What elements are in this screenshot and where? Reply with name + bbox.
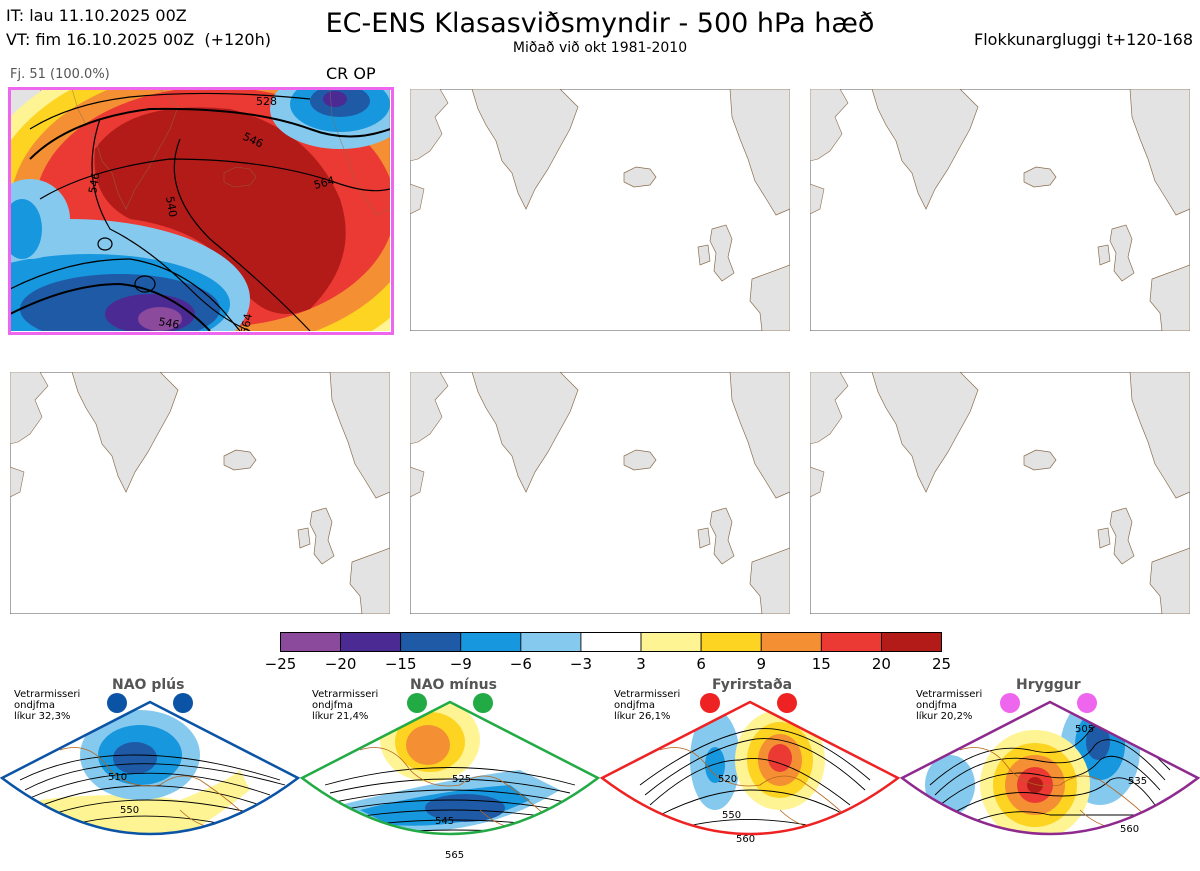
colorbar-cell: [881, 632, 942, 652]
page-subtitle: Miðað við okt 1981-2010: [512, 40, 688, 56]
colorbar: [280, 632, 942, 652]
header-times: IT: lau 11.10.2025 00Z VT: fim 16.10.202…: [6, 4, 271, 52]
colorbar-cell: [400, 632, 462, 652]
colorbar-cell: [760, 632, 822, 652]
regime-contour-label: 545: [435, 816, 454, 827]
colorbar-tick-label: 20: [871, 655, 891, 673]
regime-contour-label: 505: [1075, 724, 1094, 735]
cluster-type-label: CR OP: [326, 64, 376, 83]
regime-title: NAO plús: [112, 677, 185, 693]
regime-stat: Vetrarmisseri ondjfma líkur 26,1%: [614, 689, 681, 722]
regime-contour-label: 560: [736, 834, 755, 845]
colorbar-cell: [700, 632, 762, 652]
regime-contour-label: 565: [445, 850, 464, 861]
regime-contour-label: 525: [452, 774, 471, 785]
colorbar-tick-label: −6: [509, 655, 532, 673]
page-title: EC-ENS Klasasviðsmyndir - 500 hPa hæð: [325, 8, 875, 39]
contour-label: 546: [86, 172, 102, 195]
regime-stat: Vetrarmisseri ondjfma líkur 20,2%: [916, 689, 983, 722]
cluster-frame: [8, 87, 394, 335]
colorbar-tick-label: 25: [931, 655, 952, 673]
regime-title: NAO mínus: [410, 677, 497, 693]
colorbar-cell: [280, 632, 341, 652]
colorbar-tick-label: 9: [756, 655, 766, 673]
regime-fan-nao-plus: 510 550: [0, 693, 301, 836]
colorbar-tick-label: 15: [811, 655, 831, 673]
empty-map-5: [410, 372, 790, 614]
colorbar-tick-label: −25: [264, 655, 297, 673]
regime-fan-fyrirstada: 520 550 560: [600, 693, 901, 845]
contour-label: 540: [163, 195, 179, 218]
colorbar-cell: [520, 632, 582, 652]
regime-contour-label: 560: [1120, 824, 1139, 835]
colorbar-cell: [580, 632, 642, 652]
empty-map-2: [410, 89, 790, 331]
colorbar-tick-label: 6: [696, 655, 706, 673]
regime-contour-label: 535: [1128, 776, 1147, 787]
vt-line: VT: fim 16.10.2025 00Z (+120h): [6, 30, 271, 49]
contour-label: 564: [312, 174, 336, 192]
regime-stat: Vetrarmisseri ondjfma líkur 21,4%: [312, 689, 379, 722]
colorbar-tick-label: −20: [324, 655, 357, 673]
cluster-size-label: Fj. 51 (100.0%): [10, 67, 110, 82]
contour-label: 564: [238, 312, 254, 331]
colorbar-tick-label: −3: [569, 655, 593, 673]
classification-window: Flokkunargluggi t+120-168: [974, 30, 1193, 49]
regime-contour-label: 550: [120, 805, 139, 816]
colorbar-cell: [340, 632, 402, 652]
colorbar-tick-label: −9: [449, 655, 472, 673]
regime-contour-label: 510: [108, 772, 127, 783]
colorbar-tick-label: −15: [384, 655, 417, 673]
regime-fan-hryggur: 505 535 560: [900, 693, 1200, 836]
regime-title: Hryggur: [1016, 677, 1081, 693]
regime-stat: Vetrarmisseri ondjfma líkur 32,3%: [14, 689, 81, 722]
empty-map-4: [10, 372, 390, 614]
empty-map-6: [810, 372, 1190, 614]
contour-label: 546: [157, 315, 180, 331]
colorbar-cell: [820, 632, 882, 652]
it-line: IT: lau 11.10.2025 00Z: [6, 6, 187, 25]
colorbar-cell: [640, 632, 702, 652]
regime-contour-label: 550: [722, 810, 741, 821]
regime-title: Fyrirstaða: [712, 677, 793, 693]
regime-fan-nao-minus: 525 545 565: [300, 693, 601, 861]
regime-contour-label: 520: [718, 774, 737, 785]
empty-map-3: [810, 89, 1190, 331]
colorbar-tick-label: 3: [636, 655, 646, 673]
colorbar-cell: [460, 632, 522, 652]
cluster-map-1: 528 546 546 564 540 546 564: [8, 87, 394, 335]
contour-label: 528: [256, 95, 277, 108]
